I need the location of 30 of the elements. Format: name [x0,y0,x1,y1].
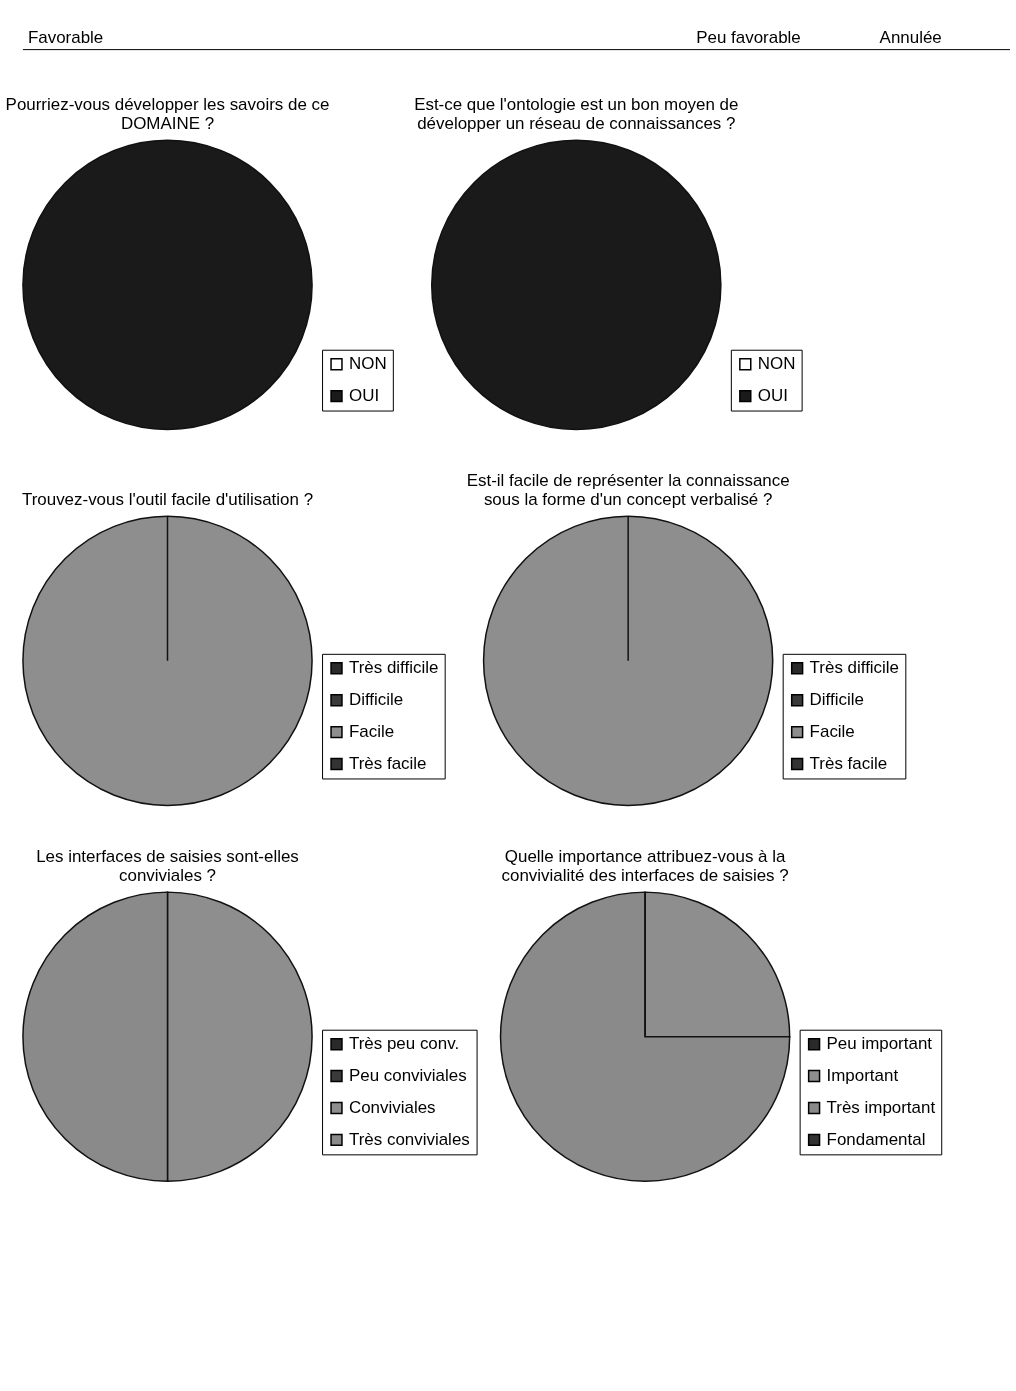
legend-label: OUI [348,386,380,406]
legend-label: Très difficile [809,658,900,678]
legend-label: Peu important [826,1034,933,1054]
text: Annulée [879,27,942,47]
legend-label: Très difficile [348,658,439,678]
legend-label: Facile [348,722,395,742]
legend-label: Fondamental [826,1129,926,1149]
legend-label: Difficile [348,690,404,710]
text: Favorable [27,27,104,47]
chart-title: Trouvez-vous l'outil facile d'utilisation ? [21,490,314,510]
legend-label: OUI [757,386,788,406]
chart-title: Pourriez-vous développer les savoirs de ce DOMAINE ? [5,95,330,134]
legend-label: Peu conviviales [348,1066,467,1086]
legend-label: NON [348,354,387,374]
legend-label: Très important [826,1097,936,1117]
chart-title: Les interfaces de saisies sont-elles conviviales ? [36,847,299,886]
legend-label: Conviviales [348,1097,436,1117]
legend-label: Très peu conv. [348,1034,460,1054]
chart-title: Quelle importance attribuez-vous à la convivialité des interfaces de saisies ? [501,847,789,886]
legend-label: Très facile [348,753,427,773]
text: Peu favorable [696,27,801,47]
legend-label: NON [757,354,796,374]
pie-slice [499,891,791,1182]
legend-label: Difficile [809,690,864,710]
legend-label: Important [826,1066,899,1086]
chart-title: Est-ce que l'ontologie est un bon moyen de développer un réseau de connaissances ? [414,95,739,134]
legend-label: Très facile [809,753,888,773]
legend-label: Très conviviales [348,1129,470,1149]
legend-label: Facile [809,722,855,742]
chart-title: Est-il facile de représenter la connaissance sous la forme d'un concept verbalisé ? [466,471,790,510]
